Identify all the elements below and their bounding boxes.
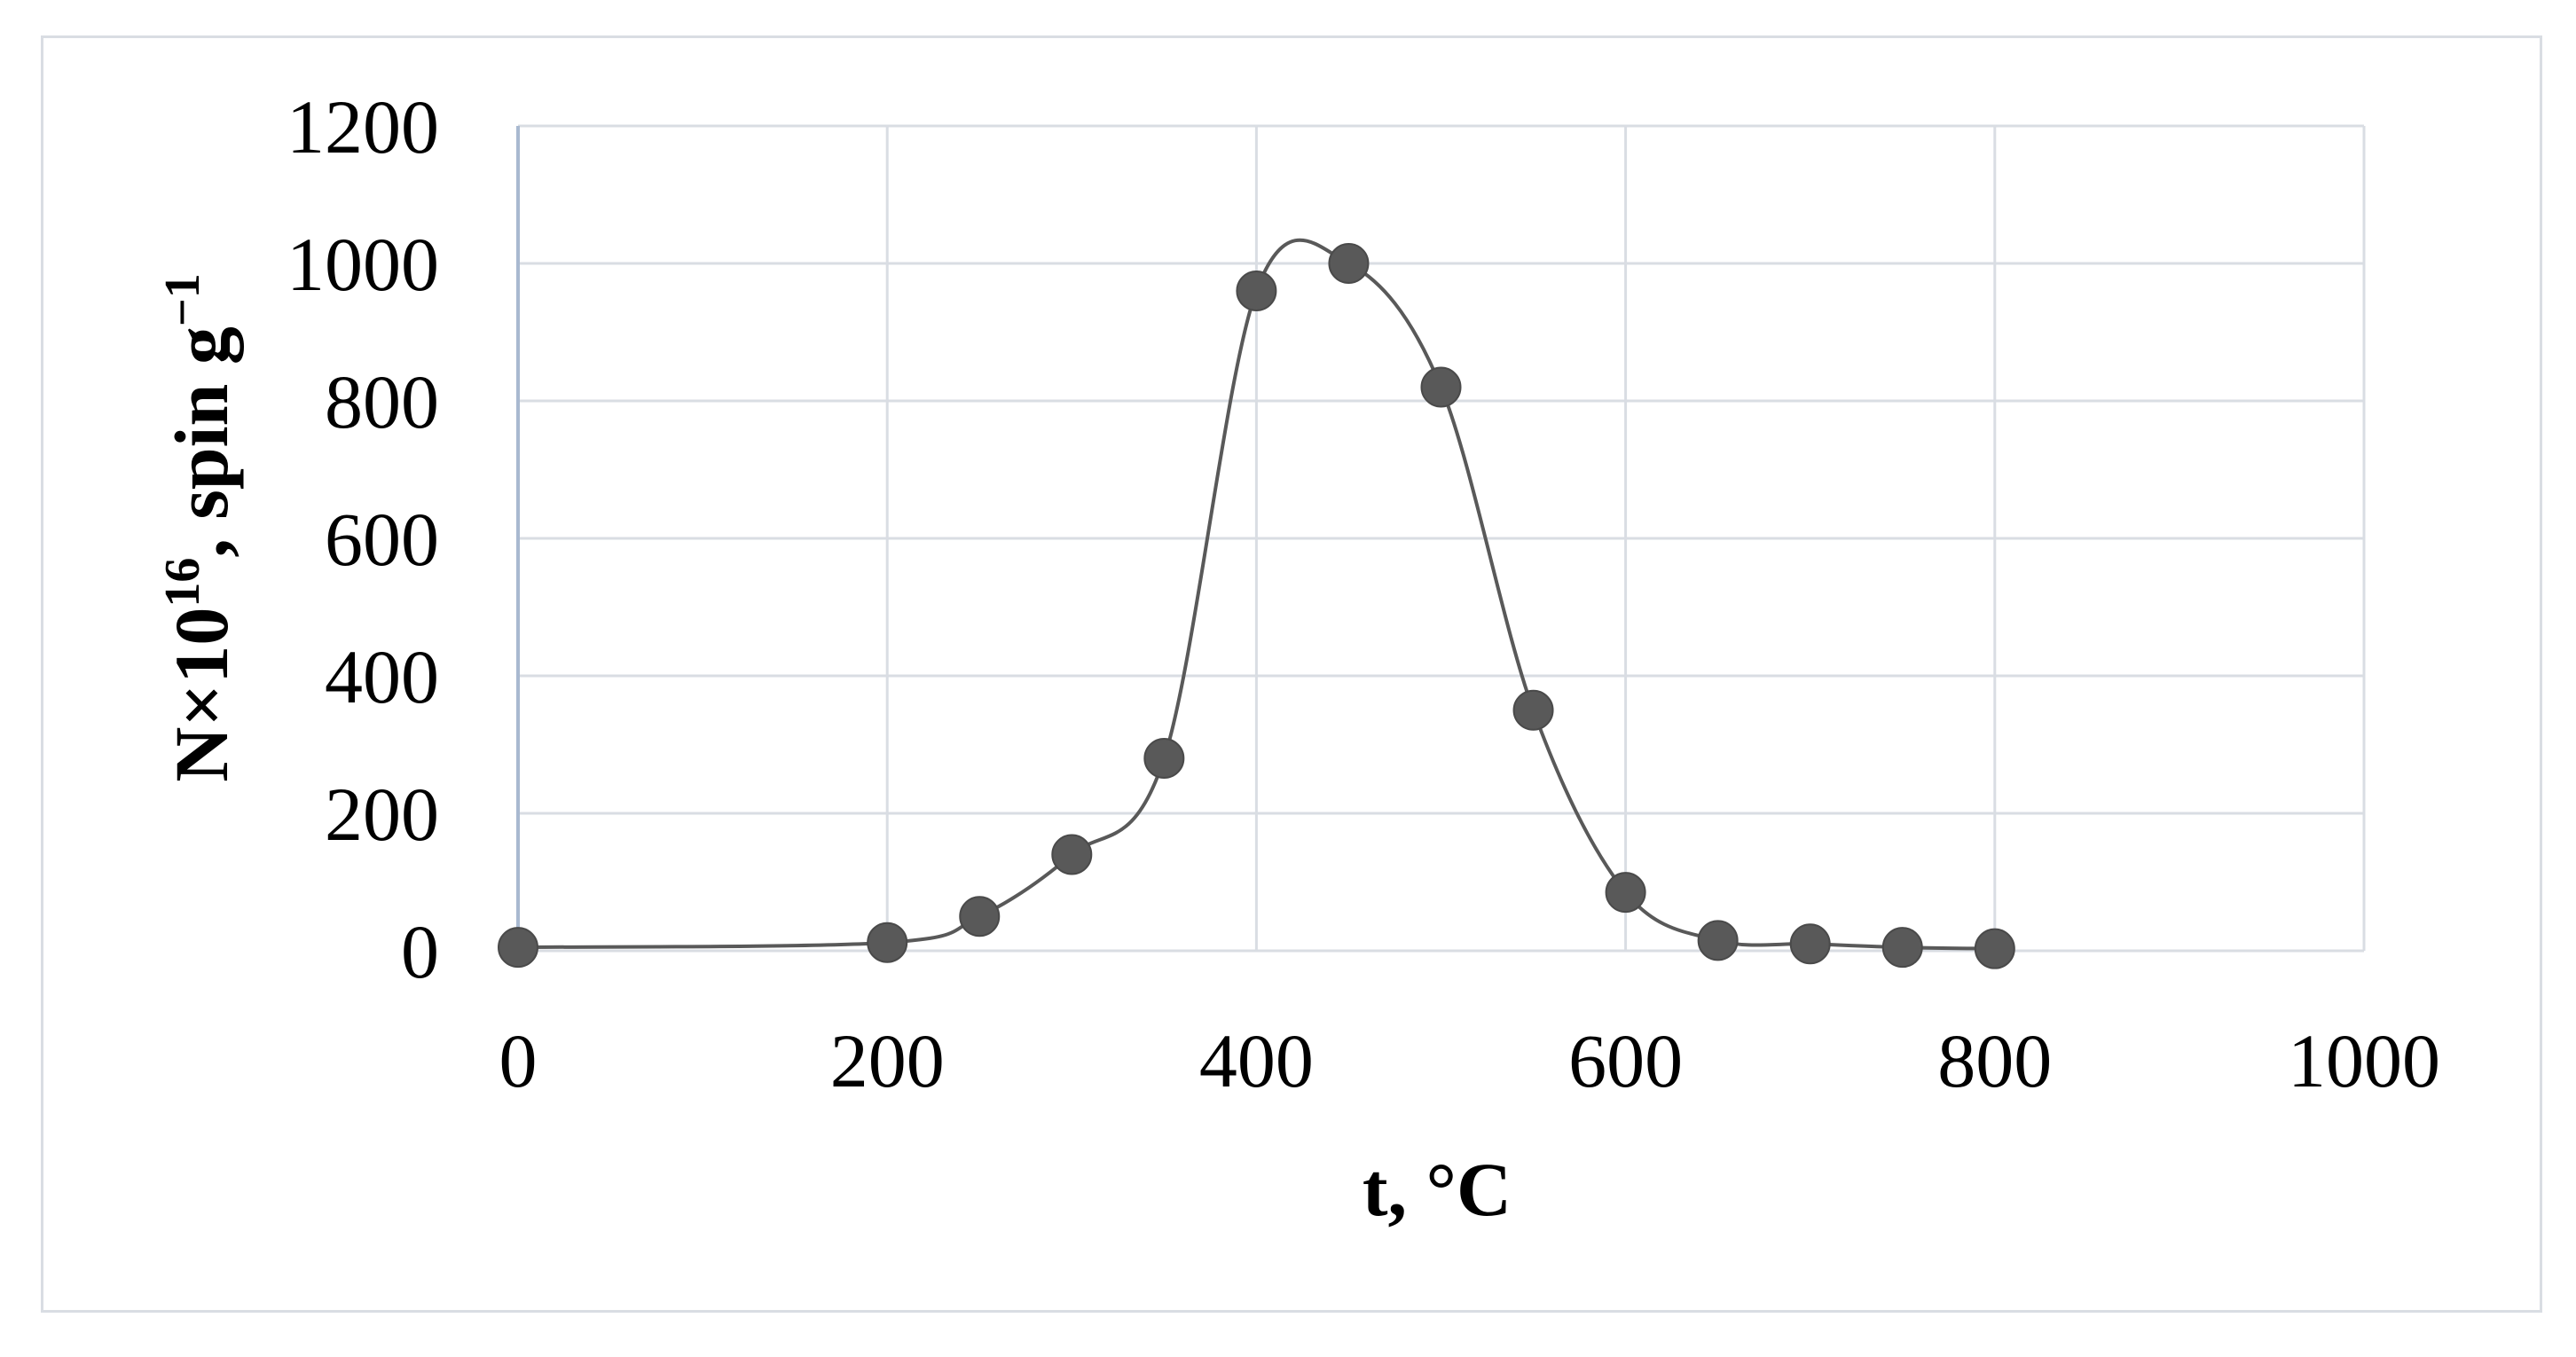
y-tick-label: 1200 [287, 84, 439, 169]
data-point [1328, 243, 1370, 284]
x-tick-label: 600 [1568, 1018, 1683, 1103]
data-point [498, 927, 538, 969]
y-tick-label: 800 [325, 359, 439, 444]
data-point [867, 922, 908, 963]
data-point [1881, 927, 1923, 969]
y-axis-title-prefix: N×10 [159, 608, 244, 782]
data-point [1605, 872, 1646, 914]
data-point [959, 896, 1001, 937]
grid-layer [516, 124, 2366, 953]
x-tick-label: 200 [830, 1018, 945, 1103]
data-point [1974, 928, 2015, 969]
data-point [1236, 271, 1277, 311]
chart-frame [41, 35, 2542, 1313]
y-axis-title-unit: , spin g [159, 326, 244, 558]
data-point [1789, 923, 1831, 965]
x-tick-label: 800 [1937, 1018, 2052, 1103]
data-point [1143, 738, 1185, 779]
data-point [1051, 834, 1093, 875]
y-tick-label: 200 [325, 772, 439, 857]
y-axis-title-prefix-sup: 16 [155, 558, 210, 608]
y-tick-label: 400 [325, 634, 439, 719]
y-tick-label: 600 [325, 497, 439, 582]
y-tick-label: 0 [401, 909, 439, 994]
x-axis-title: t, °C [1363, 1147, 1512, 1232]
y-axis-title: N×1016, spin g−1 [155, 273, 244, 782]
marker-layer [498, 243, 2015, 969]
data-point [1512, 689, 1554, 731]
x-tick-label: 1000 [2288, 1018, 2440, 1103]
data-point [1697, 920, 1739, 961]
data-point [1420, 366, 1462, 408]
y-axis-title-unit-sup: −1 [155, 273, 210, 326]
tick-layer: 0 200 400 600 800 1000 1200 0 200 400 600 800 1000 [287, 84, 2440, 1103]
x-tick-label: 0 [499, 1018, 538, 1103]
x-tick-label: 400 [1199, 1018, 1314, 1103]
y-tick-label: 1000 [287, 222, 439, 307]
